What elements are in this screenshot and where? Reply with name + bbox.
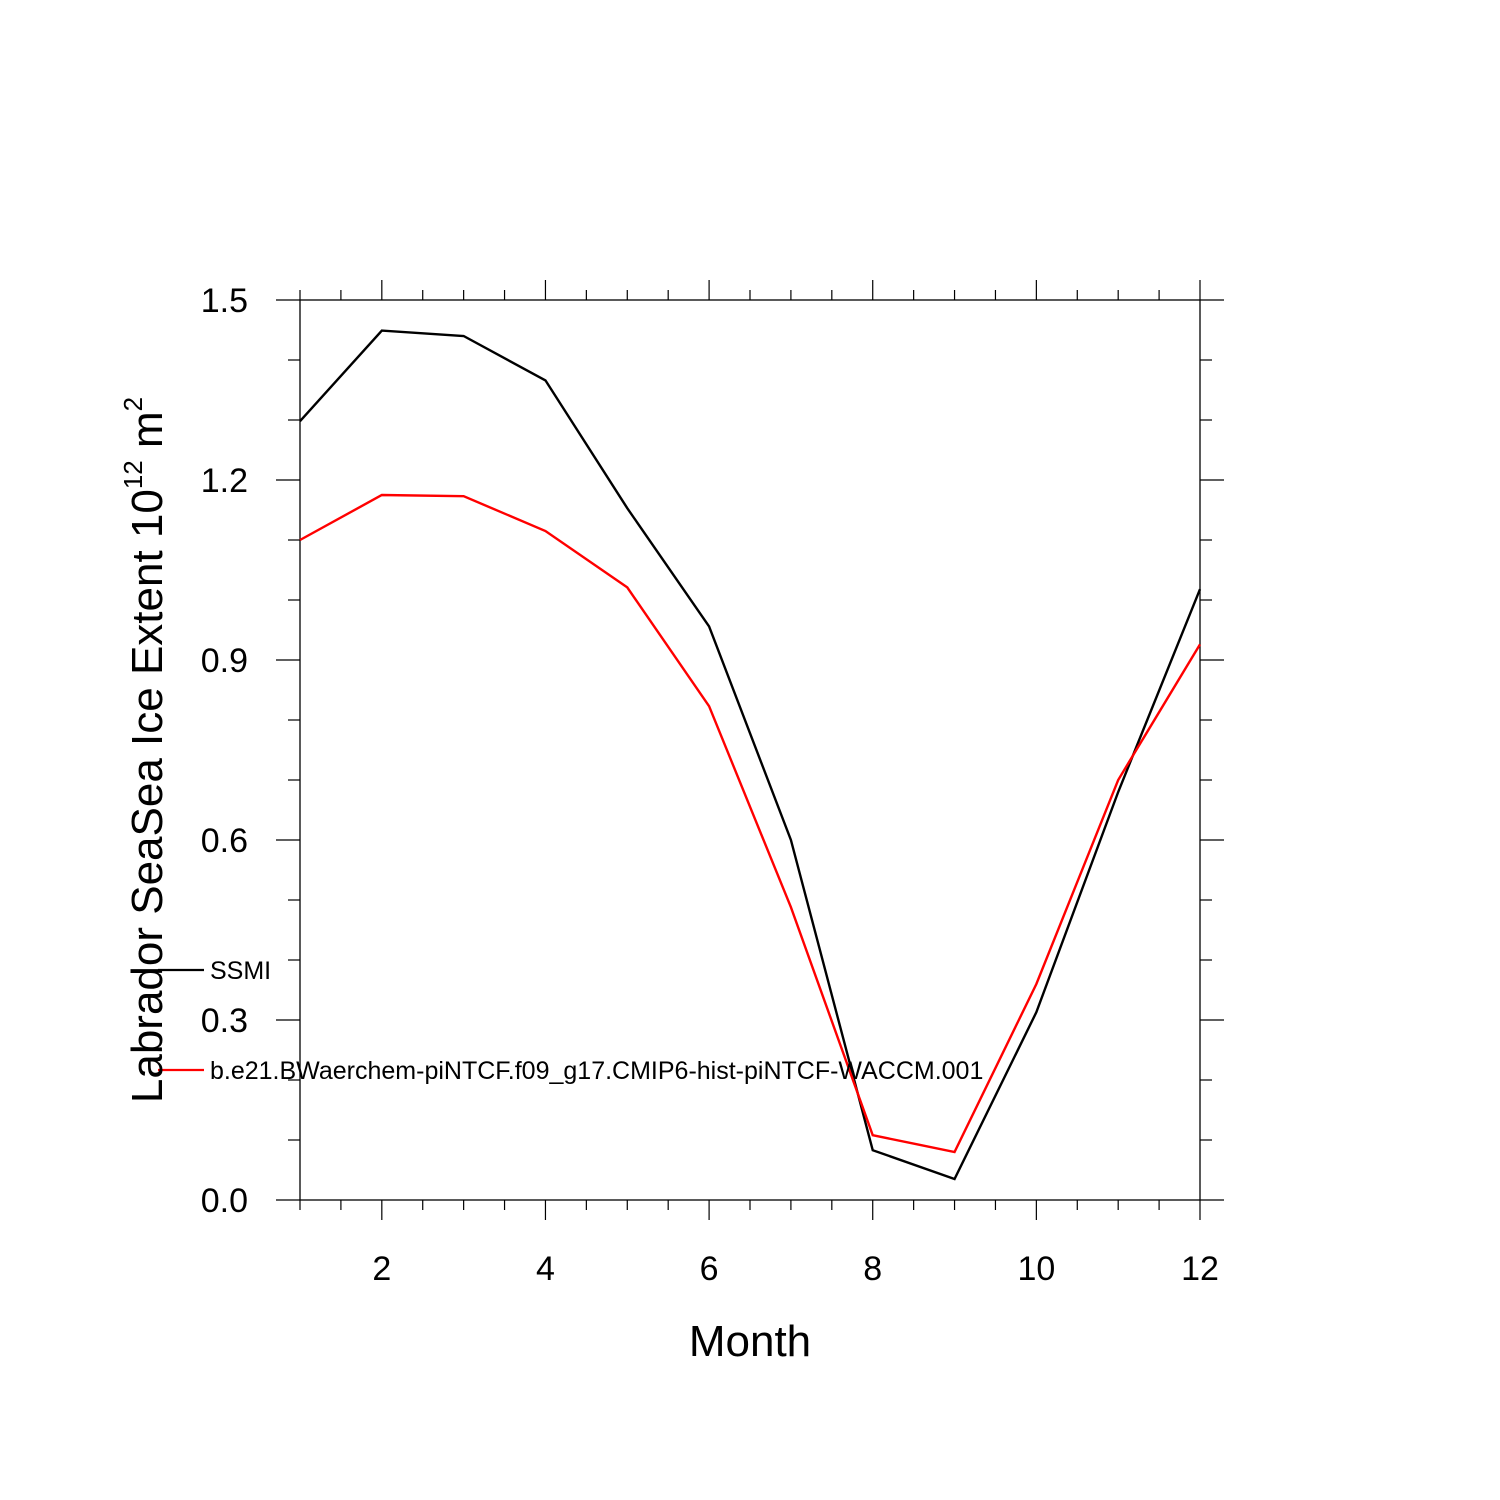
tick-labels: 2 4 6 8 10 12 0.0 0.3 0.6 0.9 1.2 1.5 (201, 282, 1219, 1288)
y-axis-title: Labrador SeaSea Ice Extent 1012 m2 (118, 397, 172, 1103)
y-axis-title-exponent: 12 (118, 460, 148, 489)
x-tick-label: 12 (1181, 1250, 1219, 1288)
legend-label-1: SSMI (210, 957, 271, 985)
y-tick-label: 0.3 (201, 1002, 248, 1040)
series-line-1 (299, 329, 1202, 1181)
legend: SSMI b.e21.BWaerchem-piNTCF.f09_g17.CMIP6… (158, 957, 983, 1085)
x-tick-label: 10 (1017, 1250, 1055, 1288)
x-tick-label: 4 (536, 1250, 555, 1288)
y-tick-label: 1.2 (201, 462, 248, 500)
legend-label-2: b.e21.BWaerchem-piNTCF.f09_g17.CMIP6-his… (210, 1057, 983, 1085)
x-axis-title: Month (689, 1317, 811, 1366)
y-tick-label: 0.9 (201, 642, 248, 680)
y-tick-label: 0.0 (201, 1182, 248, 1220)
series-line-2 (299, 493, 1202, 1154)
y-axis-title-unit-exponent: 2 (118, 397, 148, 411)
y-tick-label: 1.5 (201, 282, 248, 320)
series-lines (299, 329, 1202, 1181)
x-tick-label: 6 (700, 1250, 719, 1288)
y-axis-title-text: Labrador SeaSea Ice Extent 10 (123, 489, 172, 1103)
axis-ticks (276, 280, 1224, 1220)
x-tick-label: 8 (863, 1250, 882, 1288)
y-axis-title-unit: m (123, 411, 172, 460)
y-tick-label: 0.6 (201, 822, 248, 860)
x-tick-label: 2 (372, 1250, 391, 1288)
